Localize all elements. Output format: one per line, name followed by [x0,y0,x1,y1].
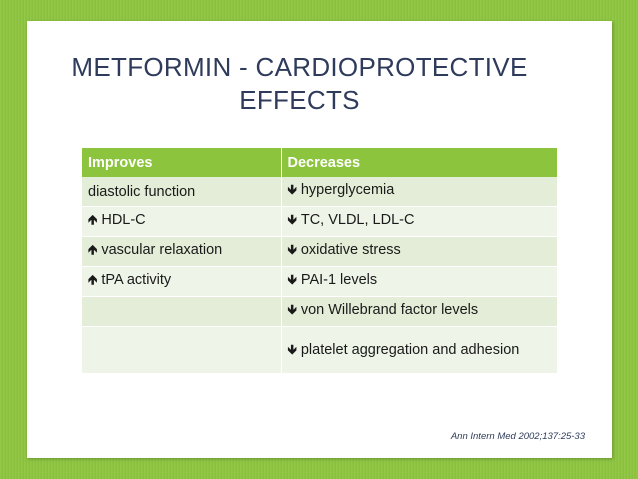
effects-table: Improves Decreases diastolic function 🡻 h… [82,148,558,374]
title-line-2: EFFECTS [239,85,360,115]
improves-text: vascular relaxation [101,241,223,258]
slide: METFORMIN - CARDIOPROTECTIVE EFFECTS Imp… [27,21,612,458]
down-arrow-icon: 🡻 [287,242,297,258]
table-row: 🡹 tPA activity 🡻 PAI-1 levels [82,266,558,297]
improves-text: diastolic function [88,183,196,200]
improves-cell: 🡹 HDL-C [82,206,282,237]
improves-cell: 🡹 tPA activity [82,266,282,297]
improves-text: tPA activity [101,271,172,288]
decreases-cell: 🡻 TC, VLDL, LDL-C [281,206,558,237]
decreases-text: oxidative stress [300,241,401,258]
table-header-row: Improves Decreases [82,148,558,177]
down-arrow-icon: 🡻 [287,272,297,288]
decreases-cell: 🡻 oxidative stress [281,236,558,267]
decreases-text: PAI-1 levels [300,271,378,288]
down-arrow-icon: 🡻 [287,182,297,198]
decreases-cell: 🡻 platelet aggregation and adhesion [281,326,558,374]
title-line-1: METFORMIN - CARDIOPROTECTIVE [71,52,528,82]
table-row: 🡹 HDL-C 🡻 TC, VLDL, LDL-C [82,206,558,237]
down-arrow-icon: 🡻 [287,342,297,358]
decreases-text: platelet aggregation and adhesion [300,341,520,358]
improves-cell [82,296,282,327]
up-arrow-icon: 🡹 [88,242,98,258]
table-row: 🡹 vascular relaxation 🡻 oxidative stress [82,236,558,267]
slide-title: METFORMIN - CARDIOPROTECTIVE EFFECTS [27,51,572,117]
down-arrow-icon: 🡻 [287,212,297,228]
up-arrow-icon: 🡹 [88,272,98,288]
citation: Ann Intern Med 2002;137:25-33 [450,431,585,442]
table-row: 🡻 von Willebrand factor levels [82,296,558,327]
decreases-text: hyperglycemia [300,181,395,198]
header-improves: Improves [82,148,282,177]
header-decreases: Decreases [281,148,558,177]
improves-cell [82,326,282,374]
table-row: diastolic function 🡻 hyperglycemia [82,177,558,207]
decreases-cell: 🡻 von Willebrand factor levels [281,296,558,327]
decreases-cell: 🡻 hyperglycemia [281,177,558,207]
improves-cell: diastolic function [82,177,282,207]
up-arrow-icon: 🡹 [88,212,98,228]
down-arrow-icon: 🡻 [287,302,297,318]
decreases-text: TC, VLDL, LDL-C [300,211,415,228]
table-row: 🡻 platelet aggregation and adhesion [82,326,558,374]
decreases-text: von Willebrand factor levels [300,301,479,318]
improves-text: HDL-C [101,211,146,228]
decreases-cell: 🡻 PAI-1 levels [281,266,558,297]
improves-cell: 🡹 vascular relaxation [82,236,282,267]
